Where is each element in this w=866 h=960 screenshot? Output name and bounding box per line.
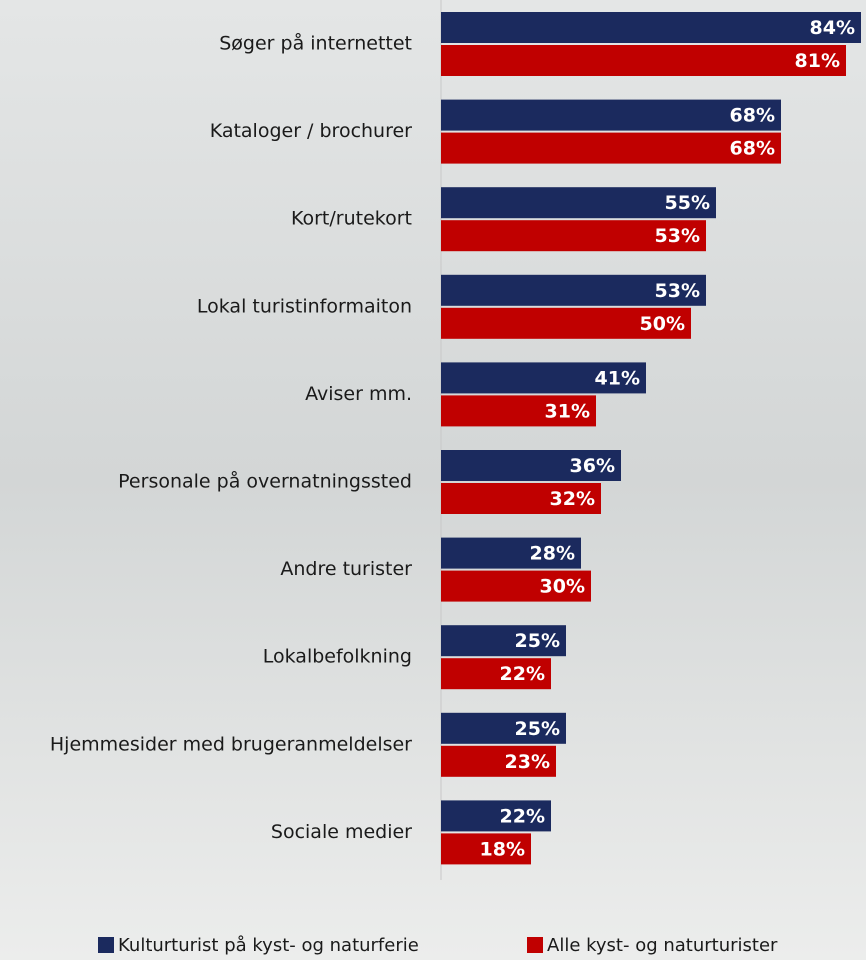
bar — [441, 12, 861, 43]
value-label: 25% — [515, 630, 560, 652]
legend-swatch — [98, 937, 114, 953]
category-label: Personale på overnatningssted — [118, 470, 412, 493]
value-label: 41% — [595, 367, 640, 389]
category-label: Aviser mm. — [305, 383, 412, 405]
category-label: Kataloger / brochurer — [210, 120, 412, 142]
value-label: 53% — [655, 280, 700, 302]
bar — [441, 45, 846, 76]
value-label: 18% — [480, 838, 525, 860]
legend-label: Kulturturist på kyst- og naturferie — [118, 935, 419, 956]
value-label: 55% — [665, 192, 710, 214]
legend-label: Alle kyst- og naturturister — [547, 935, 778, 956]
value-label: 23% — [505, 751, 550, 773]
value-label: 22% — [500, 805, 545, 827]
value-label: 25% — [515, 718, 560, 740]
value-label: 68% — [730, 105, 775, 127]
category-label: Andre turister — [280, 558, 412, 580]
chart: Søger på internettet 84% 81% Kataloger / br… — [0, 0, 866, 960]
value-label: 31% — [545, 400, 590, 422]
value-label: 30% — [540, 576, 585, 598]
value-label: 36% — [570, 455, 615, 477]
category-label: Søger på internettet — [219, 32, 412, 55]
value-label: 53% — [655, 225, 700, 247]
category-label: Kort/rutekort — [291, 208, 412, 230]
value-label: 28% — [530, 543, 575, 565]
category-label: Sociale medier — [271, 821, 412, 843]
value-label: 81% — [795, 50, 840, 72]
value-label: 68% — [730, 138, 775, 160]
category-label: Hjemmesider med brugeranmeldelser — [50, 733, 412, 755]
category-label: Lokalbefolkning — [263, 646, 412, 668]
category-label: Lokal turistinformaiton — [197, 295, 412, 317]
legend-swatch — [527, 937, 543, 953]
value-label: 22% — [500, 663, 545, 685]
value-label: 50% — [640, 313, 685, 335]
value-label: 84% — [810, 17, 855, 39]
value-label: 32% — [550, 488, 595, 510]
